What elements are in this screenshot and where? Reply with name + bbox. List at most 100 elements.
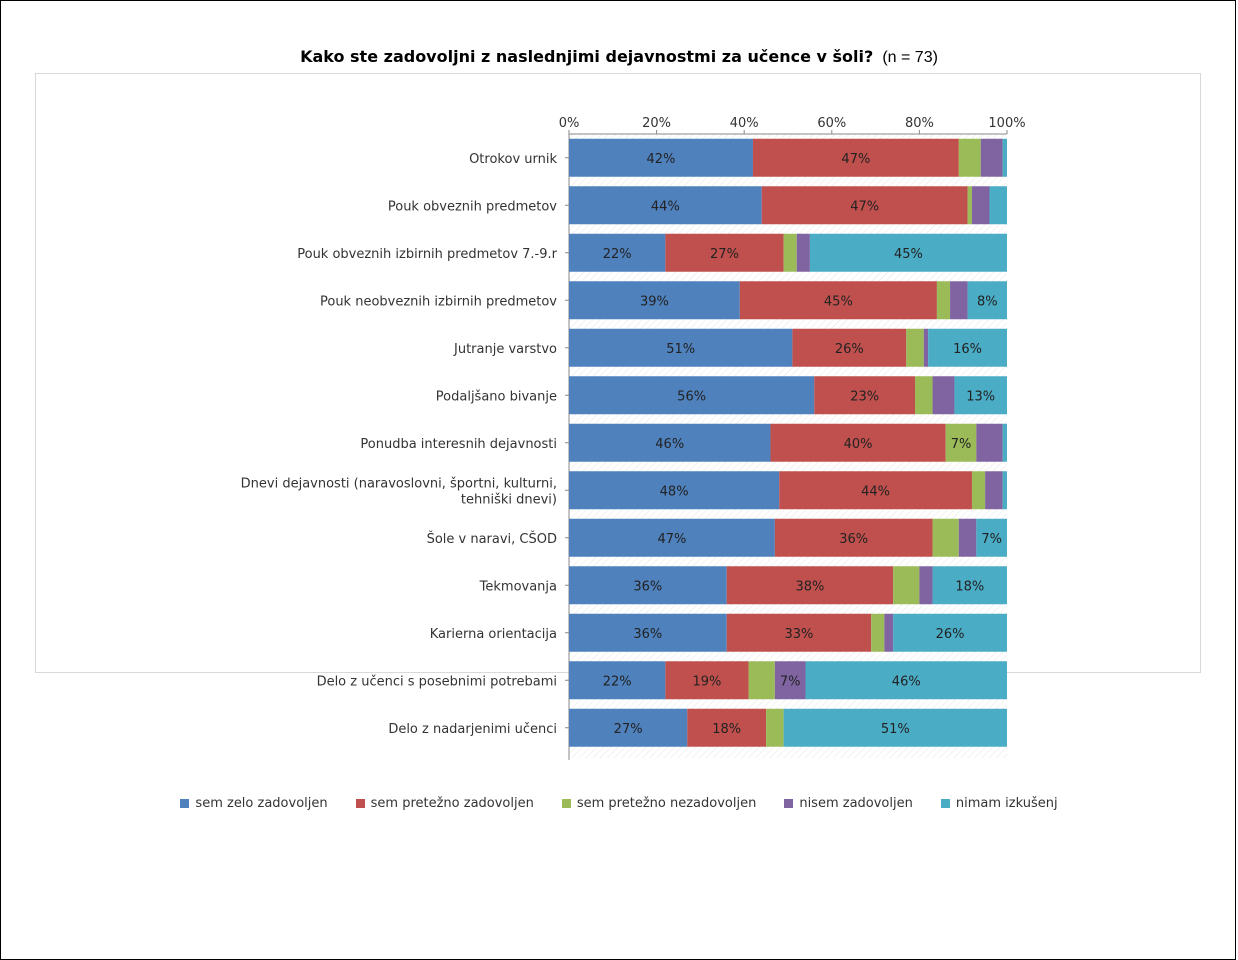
data-label: 48% [660, 484, 689, 499]
chart-title-row: Kako ste zadovoljni z naslednjimi dejavn… [0, 47, 1238, 67]
data-label: 22% [603, 247, 632, 262]
legend-label: sem pretežno nezadovoljen [576, 796, 757, 811]
data-label: 19% [693, 674, 722, 689]
bar-segment [1002, 423, 1007, 462]
x-tick-label: 20% [642, 116, 671, 131]
bars: 42% 47% 44% 47% 22% 27% 45% 39% 45% 8% 51% 26% 16% 56… [569, 138, 1007, 747]
bar-segment [932, 518, 959, 557]
bar-segment [748, 661, 775, 700]
data-label: 33% [784, 627, 813, 642]
legend-item: sem zelo zadovoljen [180, 796, 328, 811]
legend-label: sem pretežno zadovoljen [370, 796, 534, 811]
category-label: Dnevi dejavnosti (naravoslovni, športni,… [241, 476, 557, 507]
bar-segment [766, 708, 784, 747]
bar-segment [954, 376, 1007, 415]
bar-segment [923, 328, 929, 367]
data-label: 38% [795, 579, 824, 594]
bar-segment [893, 613, 1007, 652]
bar-segment [569, 376, 815, 415]
bar-segment [936, 281, 951, 320]
bar-segment [989, 186, 1007, 225]
bar-segment [569, 708, 688, 747]
x-tick-label: 60% [817, 116, 846, 131]
category-label: Otrokov urnik [469, 152, 557, 167]
bar-segment [792, 328, 907, 367]
stacked-bar-chart: 0% 20% 40% 60% 80% 100% 42% 47% 44% 47% 22% 27% 45%… [241, 116, 1026, 760]
bar-segment [976, 518, 1007, 557]
category-label: Šole v naravi, CŠOD [427, 531, 557, 547]
legend-swatch [561, 799, 571, 808]
bar-segment [779, 471, 972, 510]
data-label: 56% [677, 389, 706, 404]
bar-segment [569, 423, 771, 462]
bar-segment [569, 328, 793, 367]
bar-segment [805, 661, 1007, 700]
bar-segment [752, 138, 959, 177]
data-label: 27% [614, 722, 643, 737]
bar-segment [976, 423, 1003, 462]
legend: sem zelo zadovoljen sem pretežno zadovolj… [0, 796, 1238, 811]
bar-segment [665, 233, 784, 272]
bar-segment [569, 138, 753, 177]
data-label: 36% [633, 579, 662, 594]
x-tick-label: 40% [730, 116, 759, 131]
category-label: Delo z nadarjenimi učenci [388, 722, 557, 737]
bar-segment [932, 566, 1007, 605]
bar-segment [1002, 138, 1007, 177]
data-label: 13% [966, 389, 995, 404]
data-label: 26% [936, 627, 965, 642]
data-label: 45% [824, 294, 853, 309]
data-label: 44% [861, 484, 890, 499]
chart-title: Kako ste zadovoljni z naslednjimi dejavn… [300, 47, 874, 66]
legend-swatch [784, 799, 794, 808]
data-label: 51% [666, 342, 695, 357]
bar-segment [958, 138, 981, 177]
data-label: 27% [710, 247, 739, 262]
bar-segment [814, 376, 916, 415]
legend-item: nisem zadovoljen [784, 796, 913, 811]
bar-segment [739, 281, 937, 320]
data-label: 47% [850, 199, 879, 214]
data-label: 26% [835, 342, 864, 357]
legend-item: nimam izkušenj [940, 796, 1058, 811]
data-label: 18% [955, 579, 984, 594]
category-label: Pouk obveznih predmetov [388, 199, 557, 214]
bar-segment [915, 376, 933, 415]
data-label: 46% [892, 674, 921, 689]
bar-segment [774, 518, 933, 557]
category-label: Tekmovanja [479, 579, 557, 594]
data-label: 40% [844, 437, 873, 452]
bar-segment [950, 281, 968, 320]
data-label: 23% [850, 389, 879, 404]
data-label: 36% [633, 627, 662, 642]
data-label: 39% [640, 294, 669, 309]
bar-segment [796, 233, 810, 272]
bar-segment [971, 471, 986, 510]
category-label: Karierna orientacija [430, 627, 557, 642]
chart-subtitle: (n = 73) [882, 49, 938, 66]
bar-segment [967, 186, 972, 225]
bar-segment [783, 233, 797, 272]
bar-segment [967, 281, 1007, 320]
bar-segment [569, 186, 762, 225]
legend-label: nisem zadovoljen [799, 796, 913, 811]
data-label: 22% [603, 674, 632, 689]
x-tick-label: 80% [905, 116, 934, 131]
legend-swatch [180, 799, 190, 808]
data-label: 47% [657, 532, 686, 547]
bar-segment [958, 518, 977, 557]
bar-segment [809, 233, 1007, 272]
bar-segment [985, 471, 1003, 510]
bar-segment [919, 566, 933, 605]
bar-segment [945, 423, 977, 462]
bar-segment [665, 661, 749, 700]
bar-segment [893, 566, 920, 605]
data-label: 47% [841, 152, 870, 167]
category-label: Jutranje varstvo [453, 342, 557, 357]
bar-segment [569, 518, 775, 557]
bar-segment [726, 566, 894, 605]
bar-segment [971, 186, 990, 225]
data-label: 51% [881, 722, 910, 737]
bar-segment [569, 233, 666, 272]
bar-segment [569, 661, 666, 700]
